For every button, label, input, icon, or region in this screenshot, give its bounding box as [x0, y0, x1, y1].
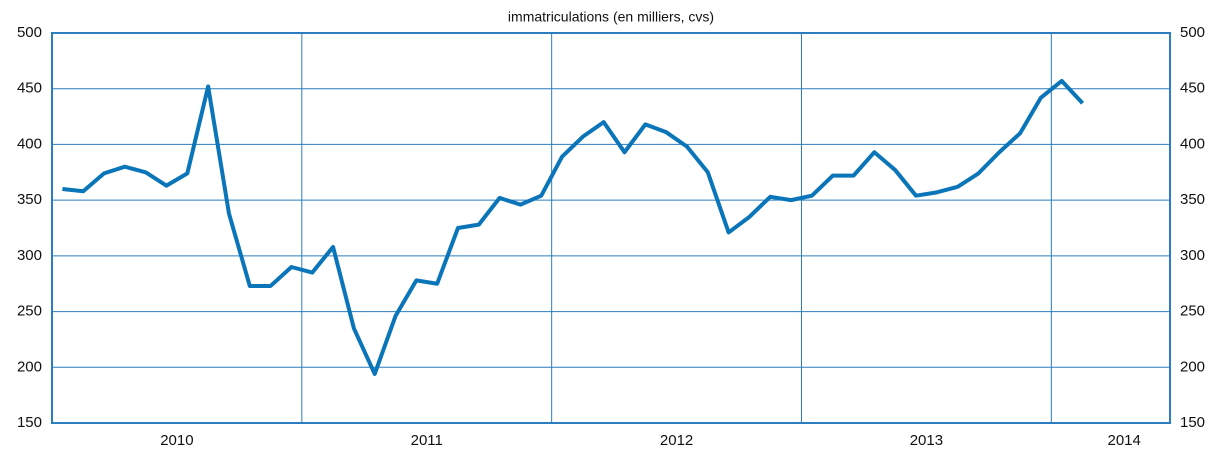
- y-tick-label: 450: [17, 80, 42, 97]
- plot-frame: [51, 32, 1171, 424]
- x-tick-label: 2012: [660, 432, 693, 449]
- y2-tick-label: 500: [1180, 24, 1205, 41]
- y-tick-label: 350: [17, 191, 42, 208]
- chart-subtitle: immatriculations (en milliers, cvs): [508, 9, 714, 25]
- y-tick-label: 150: [17, 414, 42, 431]
- y-tick-label: 200: [17, 358, 42, 375]
- y-tick-label: 500: [17, 24, 42, 41]
- x-tick-label: 2010: [160, 432, 193, 449]
- y-tick-label: 250: [17, 303, 42, 320]
- y2-tick-label: 350: [1180, 191, 1205, 208]
- y2-tick-label: 250: [1180, 303, 1205, 320]
- y2-tick-label: 400: [1180, 135, 1205, 152]
- y-tick-label: 400: [17, 135, 42, 152]
- x-tick-label: 2013: [910, 432, 943, 449]
- line: [62, 78, 1085, 376]
- y2-tick-label: 300: [1180, 247, 1205, 264]
- y2-tick-label: 450: [1180, 80, 1205, 97]
- y-tick-label: 300: [17, 247, 42, 264]
- y2-tick-label: 200: [1180, 358, 1205, 375]
- y2-tick-label: 150: [1180, 414, 1205, 431]
- x-tick-label: 2011: [411, 432, 443, 449]
- x-tick-label: 2014: [1108, 432, 1141, 449]
